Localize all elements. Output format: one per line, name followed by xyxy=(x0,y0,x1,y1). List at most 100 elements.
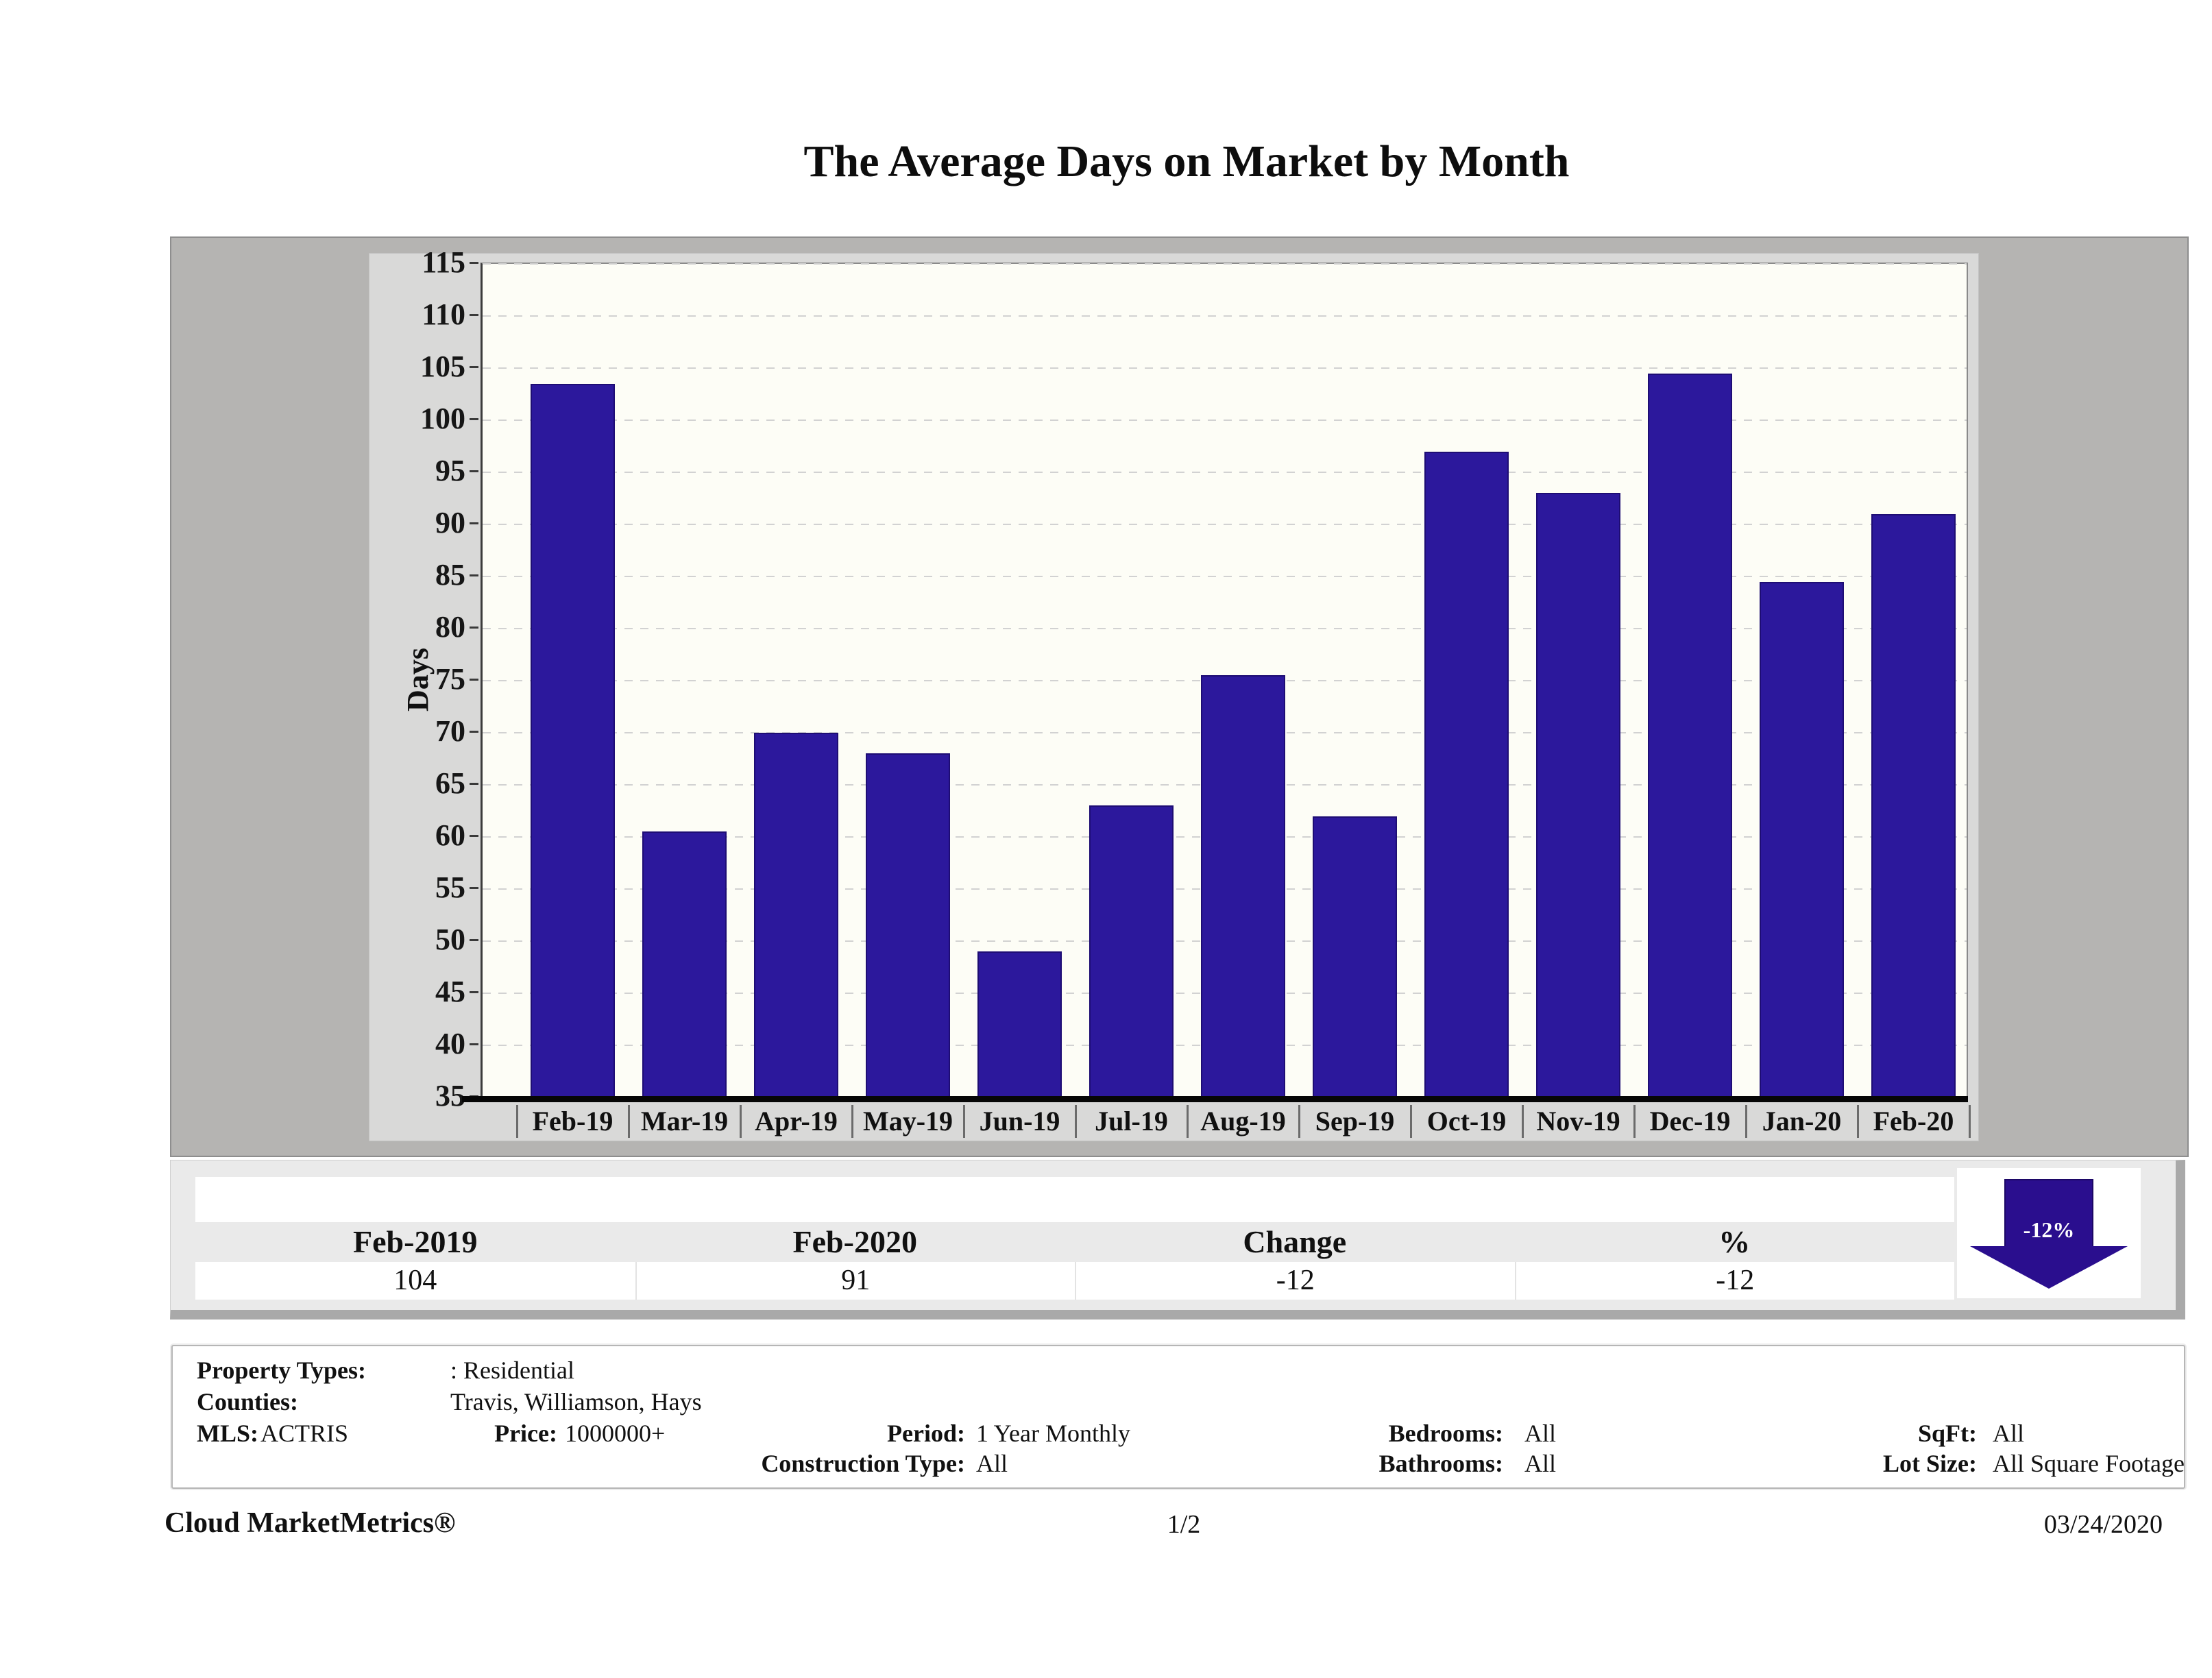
lot-size-label: Lot Size: xyxy=(1883,1450,1977,1477)
period-value: 1 Year Monthly xyxy=(976,1420,1131,1447)
bar xyxy=(1201,675,1285,1097)
x-tick-separator xyxy=(1298,1105,1300,1138)
y-tick-label: 55 xyxy=(435,871,465,904)
x-tick-label: Feb-19 xyxy=(532,1106,613,1136)
x-tick-separator xyxy=(1633,1105,1636,1138)
gridline xyxy=(483,472,1967,473)
counties-label: Counties: xyxy=(197,1388,299,1415)
counties-value: Travis, Williamson, Hays xyxy=(450,1388,702,1415)
footer-date: 03/24/2020 xyxy=(2043,1510,2163,1539)
gridline xyxy=(483,367,1967,369)
sqft-value: All xyxy=(1993,1420,2025,1447)
bar xyxy=(1536,493,1620,1097)
y-tick-label: 95 xyxy=(435,454,465,487)
x-tick-separator xyxy=(1410,1105,1412,1138)
summary-box: Feb-2019 Feb-2020 Change% 104 91 -12 -12 -12% xyxy=(170,1160,2185,1320)
x-tick-label: Jun-19 xyxy=(979,1106,1060,1136)
x-tick-label: May-19 xyxy=(862,1106,953,1136)
bar xyxy=(1760,581,1844,1097)
x-tick-label: Jan-20 xyxy=(1762,1106,1842,1136)
gridline xyxy=(483,628,1967,629)
gridline xyxy=(483,263,1967,265)
bathrooms-value: All xyxy=(1524,1450,1557,1477)
x-tick-separator xyxy=(1745,1105,1747,1138)
summary-table: Feb-2019 Feb-2020 Change% 104 91 -12 -12 xyxy=(195,1177,1954,1300)
y-tick-mark xyxy=(470,731,478,733)
y-tick-label: 60 xyxy=(435,818,465,852)
bar xyxy=(1089,805,1174,1097)
y-tick-mark xyxy=(470,262,478,264)
bar xyxy=(531,383,615,1097)
y-tick-mark xyxy=(470,574,478,576)
y-tick-label: 100 xyxy=(420,402,465,435)
y-tick-mark xyxy=(470,627,478,629)
y-tick-label: 75 xyxy=(435,662,465,696)
x-tick-separator xyxy=(1522,1105,1524,1138)
summary-header-cell: Feb-2020 xyxy=(792,1224,917,1259)
mls-label: MLS: xyxy=(197,1420,258,1447)
price-value: 1000000+ xyxy=(565,1420,666,1447)
bar xyxy=(977,951,1062,1097)
bedrooms-value: All xyxy=(1524,1420,1557,1447)
lot-size-value: All Square Footage xyxy=(1993,1450,2185,1477)
price-label: Price: xyxy=(494,1420,557,1447)
summary-value-cell: -12 xyxy=(1075,1262,1515,1300)
x-tick-separator xyxy=(1187,1105,1189,1138)
y-tick-label: 50 xyxy=(435,923,465,956)
bar xyxy=(1424,451,1509,1097)
x-tick-label: Feb-20 xyxy=(1873,1106,1954,1136)
gridline xyxy=(483,315,1967,317)
summary-header-cell: Feb-2019 xyxy=(353,1224,478,1259)
y-tick-mark xyxy=(470,991,478,993)
y-tick-mark xyxy=(470,939,478,941)
x-tick-separator xyxy=(1857,1105,1859,1138)
gridline xyxy=(483,524,1967,525)
construction-type-value: All xyxy=(976,1450,1008,1477)
x-axis-line xyxy=(462,1096,1968,1102)
change-percent-badge: -12% xyxy=(2023,1217,2075,1242)
y-tick-mark xyxy=(470,783,478,785)
chart-container: Days 115 110 105 100 95 90 85 80 75 70 65 60 55 50 45 4… xyxy=(170,236,2189,1157)
bar xyxy=(754,733,838,1097)
x-tick-label: Jul-19 xyxy=(1095,1106,1168,1136)
summary-blank-row xyxy=(195,1177,1954,1222)
summary-header-row: Feb-2019 Feb-2020 Change% xyxy=(195,1222,1954,1262)
bar xyxy=(642,831,727,1097)
bar xyxy=(1648,373,1732,1097)
summary-value-row: 104 91 -12 -12 xyxy=(195,1262,1954,1300)
page-title: The Average Days on Market by Month xyxy=(803,136,1570,186)
y-tick-mark xyxy=(470,1043,478,1045)
summary-value-cell: -12 xyxy=(1514,1262,1955,1300)
x-tick-label: Apr-19 xyxy=(755,1106,838,1136)
y-tick-label: 40 xyxy=(435,1027,465,1060)
chart-panel: Days 115 110 105 100 95 90 85 80 75 70 65 60 55 50 45 4… xyxy=(369,245,1979,1141)
bar xyxy=(1313,816,1397,1097)
y-tick-label: 90 xyxy=(435,506,465,539)
x-tick-separator xyxy=(740,1105,742,1138)
y-tick-mark xyxy=(470,470,478,472)
y-tick-label: 105 xyxy=(420,350,465,383)
y-tick-mark xyxy=(470,522,478,524)
x-tick-separator xyxy=(1075,1105,1077,1138)
x-tick-separator xyxy=(516,1105,518,1138)
change-indicator: -12% xyxy=(1957,1168,2141,1298)
footer-page-number: 1/2 xyxy=(1167,1510,1201,1539)
bar xyxy=(866,753,950,1097)
gridline xyxy=(483,576,1967,577)
x-tick-label: Dec-19 xyxy=(1649,1106,1731,1136)
x-tick-separator xyxy=(1969,1105,1971,1138)
y-tick-label: 110 xyxy=(422,297,465,331)
x-tick-separator xyxy=(963,1105,965,1138)
x-tick-label: Aug-19 xyxy=(1200,1106,1286,1136)
y-tick-mark xyxy=(470,418,478,420)
y-tick-mark xyxy=(470,314,478,316)
bar xyxy=(1871,513,1956,1097)
mls-value: ACTRIS xyxy=(260,1420,349,1447)
y-tick-label: 70 xyxy=(435,714,465,748)
y-tick-mark xyxy=(470,887,478,889)
property-types-label: Property Types: xyxy=(197,1357,366,1384)
down-arrow-icon xyxy=(2004,1179,2093,1248)
y-tick-label: 80 xyxy=(435,610,465,644)
y-tick-label: 35 xyxy=(435,1079,465,1112)
bedrooms-label: Bedrooms: xyxy=(1388,1420,1503,1447)
